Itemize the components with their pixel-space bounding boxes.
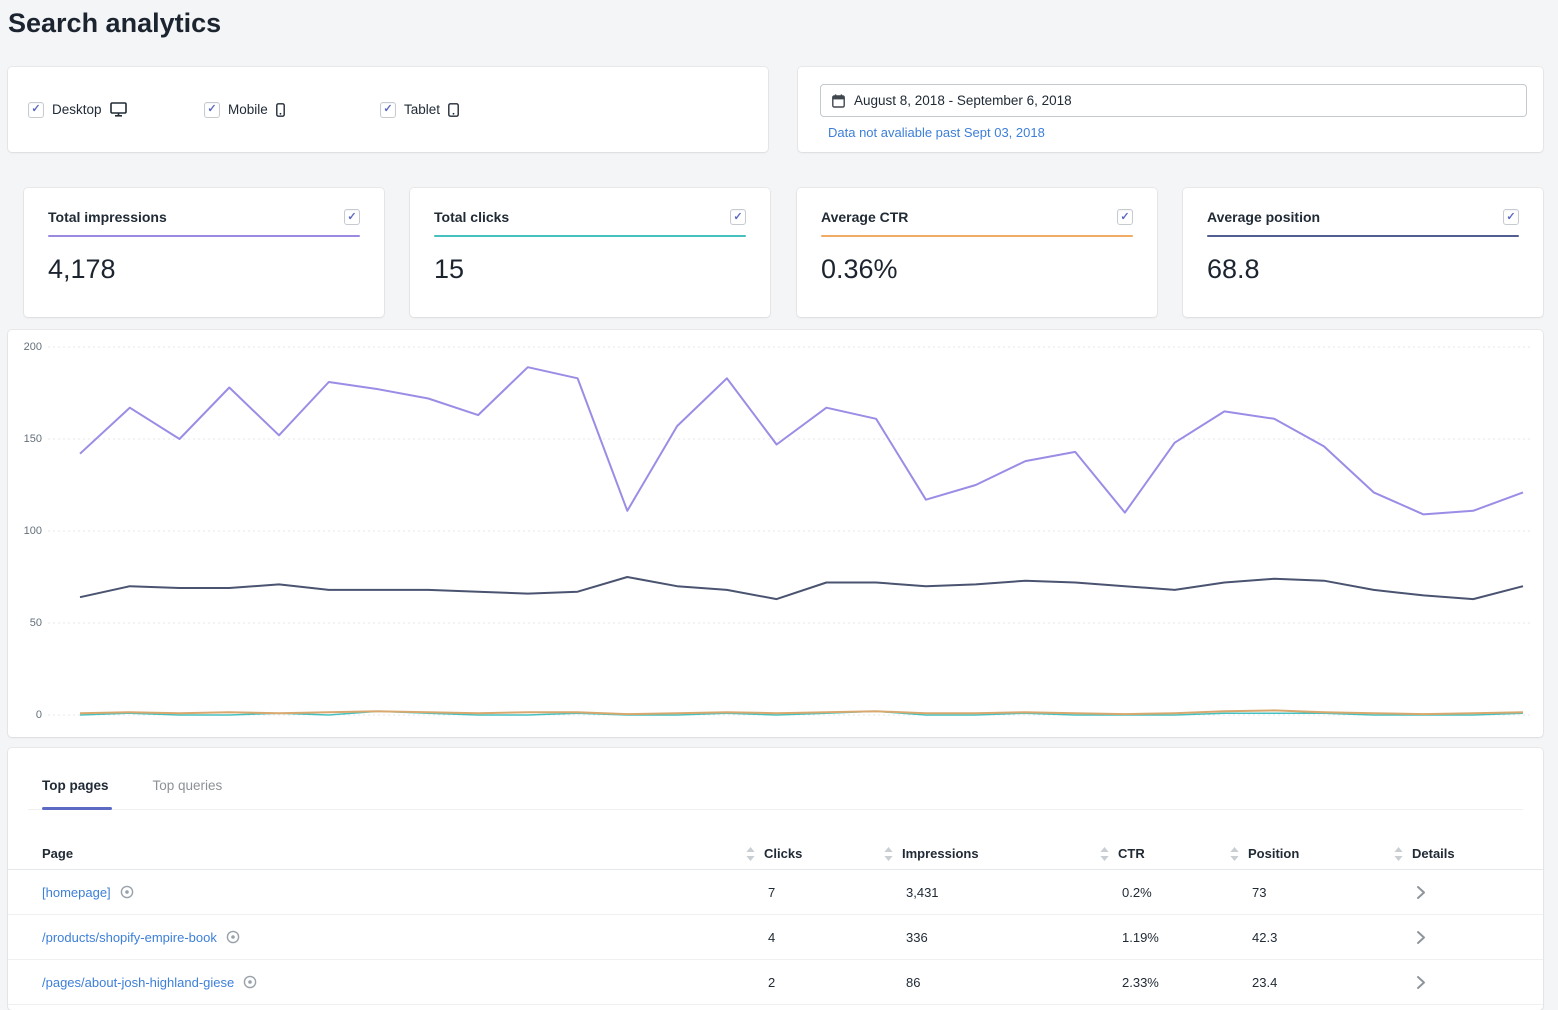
metric-color-bar	[434, 235, 746, 237]
device-filter-card: Desktop Mobile Tablet	[8, 67, 768, 152]
chart-panel: 200 150 100 50 0	[8, 330, 1543, 737]
device-label: Tablet	[404, 102, 440, 117]
clicks-value: 2	[746, 975, 884, 990]
date-range-value: August 8, 2018 - September 6, 2018	[854, 93, 1072, 108]
metric-checkbox[interactable]	[1117, 209, 1133, 225]
sort-icon[interactable]	[1230, 847, 1239, 861]
series-line-total-impressions	[80, 367, 1523, 514]
clicks-value: 4	[746, 930, 884, 945]
position-value: 23.4	[1230, 975, 1394, 990]
analytics-line-chart	[8, 330, 1543, 737]
metric-label: Average position	[1207, 209, 1320, 225]
table-tabs: Top pages Top queries	[42, 778, 222, 793]
metric-card-total-clicks: Total clicks 15	[410, 188, 770, 317]
active-tab-indicator	[42, 807, 112, 810]
details-chevron-icon[interactable]	[1416, 885, 1543, 900]
mobile-icon	[276, 103, 285, 117]
series-line-average-position	[80, 577, 1523, 599]
tab-top-queries[interactable]: Top queries	[153, 778, 223, 793]
metric-checkbox[interactable]	[1503, 209, 1519, 225]
sort-icon[interactable]	[746, 847, 755, 861]
table-row: [homepage] 7 3,431 0.2% 73	[8, 870, 1543, 915]
page-link[interactable]: [homepage]	[42, 885, 111, 900]
device-label: Desktop	[52, 102, 102, 117]
table-row: /pages/about-josh-highland-giese 2 86 2.…	[8, 960, 1543, 1005]
position-value: 42.3	[1230, 930, 1394, 945]
metric-card-average-position: Average position 68.8	[1183, 188, 1543, 317]
device-filter-desktop[interactable]: Desktop	[28, 102, 204, 118]
page-link[interactable]: /pages/about-josh-highland-giese	[42, 975, 234, 990]
metric-card-total-impressions: Total impressions 4,178	[24, 188, 384, 317]
table-row: /products/shopify-empire-book 4 336 1.19…	[8, 915, 1543, 960]
metric-checkbox[interactable]	[344, 209, 360, 225]
metric-value: 68.8	[1207, 254, 1519, 285]
date-availability-note: Data not avaliable past Sept 03, 2018	[828, 125, 1527, 140]
page-link[interactable]: /products/shopify-empire-book	[42, 930, 217, 945]
sort-icon[interactable]	[1100, 847, 1109, 861]
ctr-value: 0.2%	[1100, 885, 1230, 900]
column-header-clicks[interactable]: Clicks	[746, 846, 884, 861]
metric-value: 4,178	[48, 254, 360, 285]
mobile-checkbox[interactable]	[204, 102, 220, 118]
details-chevron-icon[interactable]	[1416, 930, 1543, 945]
metric-card-average-ctr: Average CTR 0.36%	[797, 188, 1157, 317]
metric-color-bar	[48, 235, 360, 237]
device-label: Mobile	[228, 102, 268, 117]
column-header-impressions[interactable]: Impressions	[884, 846, 1100, 861]
impressions-value: 3,431	[884, 885, 1100, 900]
date-range-input[interactable]: August 8, 2018 - September 6, 2018	[820, 84, 1527, 117]
desktop-icon	[110, 102, 127, 117]
metric-checkbox[interactable]	[730, 209, 746, 225]
sort-icon[interactable]	[884, 847, 893, 861]
page-title: Search analytics	[8, 8, 221, 39]
date-range-card: August 8, 2018 - September 6, 2018 Data …	[798, 67, 1543, 152]
metric-value: 0.36%	[821, 254, 1133, 285]
column-header-position[interactable]: Position	[1230, 846, 1394, 861]
eye-icon[interactable]	[120, 885, 134, 899]
metric-value: 15	[434, 254, 746, 285]
sort-icon[interactable]	[1394, 847, 1403, 861]
metric-color-bar	[821, 235, 1133, 237]
position-value: 73	[1230, 885, 1394, 900]
metric-color-bar	[1207, 235, 1519, 237]
ctr-value: 2.33%	[1100, 975, 1230, 990]
column-header-details[interactable]: Details	[1394, 846, 1543, 861]
desktop-checkbox[interactable]	[28, 102, 44, 118]
impressions-value: 86	[884, 975, 1100, 990]
calendar-icon	[832, 94, 845, 108]
metric-label: Average CTR	[821, 209, 908, 225]
device-filter-tablet[interactable]: Tablet	[380, 102, 556, 118]
column-header-ctr[interactable]: CTR	[1100, 846, 1230, 861]
tab-top-pages[interactable]: Top pages	[42, 778, 109, 793]
impressions-value: 336	[884, 930, 1100, 945]
table-header-row: Page Clicks Impressions CTR Position Det…	[8, 838, 1543, 870]
details-chevron-icon[interactable]	[1416, 975, 1543, 990]
tablet-checkbox[interactable]	[380, 102, 396, 118]
tabs-divider	[28, 809, 1523, 810]
ctr-value: 1.19%	[1100, 930, 1230, 945]
top-pages-panel: Top pages Top queries Page Clicks Impres…	[8, 748, 1543, 1010]
clicks-value: 7	[746, 885, 884, 900]
device-filter-mobile[interactable]: Mobile	[204, 102, 380, 118]
metric-label: Total impressions	[48, 209, 167, 225]
column-header-page[interactable]: Page	[42, 846, 746, 861]
eye-icon[interactable]	[243, 975, 257, 989]
metric-label: Total clicks	[434, 209, 509, 225]
tablet-icon	[448, 103, 459, 117]
eye-icon[interactable]	[226, 930, 240, 944]
